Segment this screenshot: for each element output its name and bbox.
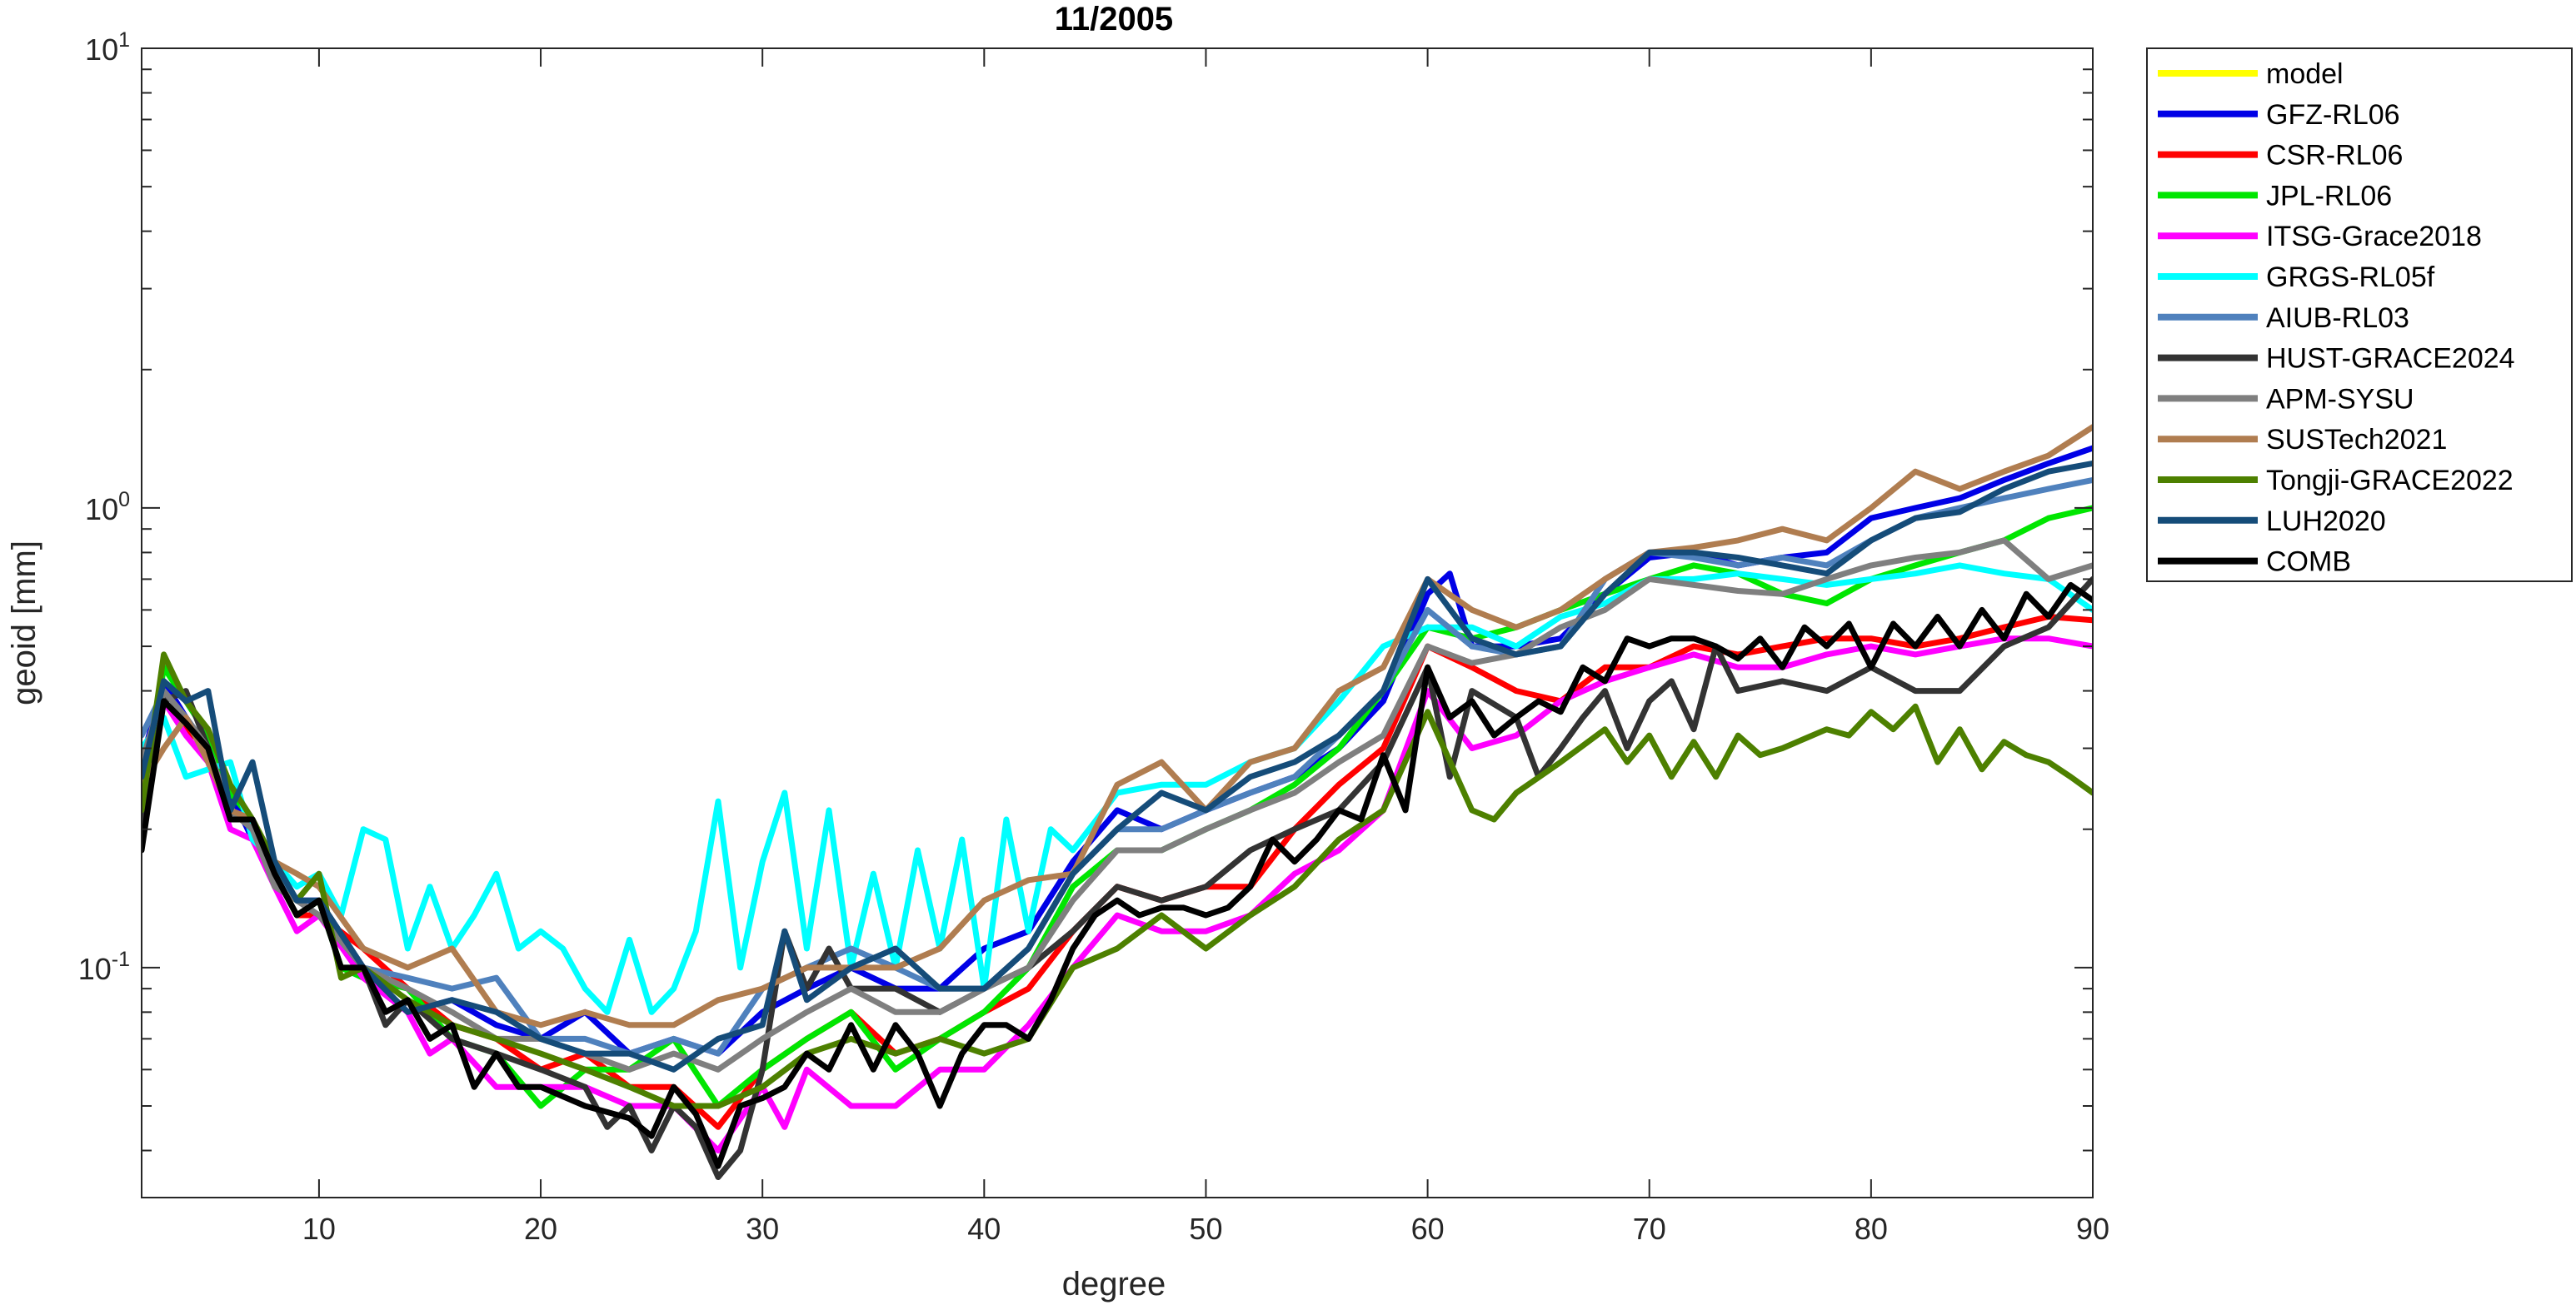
legend-label-10: Tongji-GRACE2022 (2266, 465, 2514, 496)
legend-label-0: model (2266, 58, 2344, 90)
y-axis: 10-1 100 101 (78, 28, 2093, 1152)
x-tick-label: 10 (302, 1212, 336, 1246)
x-tick-label: 90 (2076, 1212, 2109, 1246)
x-tick-label: 70 (1633, 1212, 1666, 1246)
y-tick-label: 100 (85, 488, 130, 526)
legend-label-1: GFZ-RL06 (2266, 99, 2400, 131)
y-tick-label: 10-1 (78, 948, 130, 986)
series-line-12 (142, 581, 2093, 1169)
legend-label-11: LUH2020 (2266, 506, 2386, 537)
x-tick-label: 60 (1411, 1212, 1445, 1246)
y-tick-label: 101 (85, 28, 130, 67)
x-tick-label: 20 (524, 1212, 557, 1246)
legend-label-5: GRGS-RL05f (2266, 261, 2435, 293)
series-line-5 (142, 562, 2093, 1015)
legend-label-7: HUST-GRACE2024 (2266, 343, 2515, 375)
x-tick-label: 80 (1855, 1212, 1888, 1246)
x-tick-label: 40 (967, 1212, 1001, 1246)
legend-label-9: SUSTech2021 (2266, 424, 2447, 456)
series-layer (142, 424, 2093, 1180)
series-line-11 (142, 460, 2093, 1073)
legend: model GFZ-RL06 CSR-RL06 JPL-RL06 ITSG-Grace2… (2146, 47, 2573, 582)
x-tick-label: 30 (746, 1212, 779, 1246)
x-axis-label: degree (1062, 1266, 1166, 1303)
series-line-8 (142, 537, 2093, 1073)
y-axis-label: geoid [mm] (6, 540, 42, 705)
legend-label-3: JPL-RL06 (2266, 180, 2392, 212)
legend-label-6: AIUB-RL03 (2266, 302, 2409, 334)
x-tick-label: 50 (1189, 1212, 1222, 1246)
chart-title: 11/2005 (1055, 1, 1173, 37)
x-axis: 10 20 30 40 50 60 70 80 90 (302, 48, 2109, 1246)
plot-area-frame (141, 47, 2094, 1198)
legend-label-2: CSR-RL06 (2266, 140, 2403, 172)
legend-label-8: APM-SYSU (2266, 383, 2414, 415)
legend-label-12: COMB (2266, 546, 2351, 578)
legend-label-4: ITSG-Grace2018 (2266, 221, 2482, 252)
